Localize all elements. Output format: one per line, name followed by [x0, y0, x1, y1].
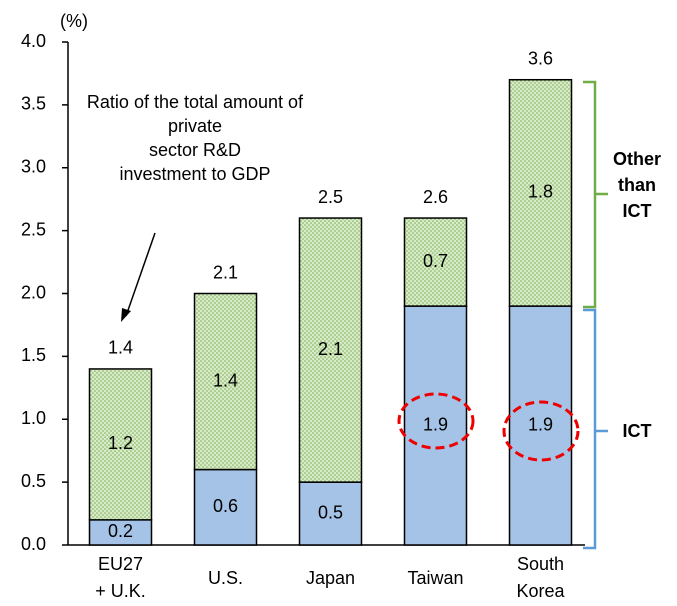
value-label: 0.7 [423, 251, 448, 271]
bar-segment [298, 217, 363, 483]
bar-segment [298, 481, 363, 546]
bar-segment [508, 305, 573, 546]
bar-segment [403, 217, 468, 307]
y-tick-label: 3.0 [21, 157, 46, 177]
value-label: 0.5 [318, 502, 343, 522]
annotation: Ratio of the total amount of private sec… [86, 92, 304, 184]
total-label: 3.6 [528, 48, 553, 68]
value-label: 2.1 [318, 339, 343, 359]
bar-segment [193, 292, 258, 471]
x-tick-label: U.S. [207, 567, 243, 588]
value-label: 0.2 [108, 521, 133, 541]
y-tick-label: 0.0 [21, 534, 46, 554]
total-label: 1.4 [108, 338, 133, 358]
legend-ict: ICT [622, 421, 652, 441]
y-tick-label: 1.0 [21, 408, 46, 428]
bar-segment [88, 368, 153, 521]
value-label: 1.9 [528, 414, 553, 434]
y-tick-label: 1.5 [21, 345, 46, 365]
highlight [397, 392, 475, 450]
total-label: 2.5 [318, 187, 343, 207]
y-tick-label: 3.5 [21, 94, 46, 114]
value-label: 1.2 [108, 433, 133, 453]
total-label: 2.1 [213, 262, 238, 282]
arrow-head [121, 308, 131, 322]
bar-segment [508, 78, 573, 307]
total-label: 2.6 [423, 187, 448, 207]
highlight [502, 400, 580, 462]
x-tick-label: EU27 + U.K. [95, 554, 146, 601]
bar-segment [193, 468, 258, 546]
bar-segment [403, 305, 468, 546]
value-label: 1.9 [423, 414, 448, 434]
bracket-other [583, 80, 608, 309]
value-label: 1.8 [528, 182, 553, 202]
y-tick-label: 4.0 [21, 31, 46, 51]
y-tick-label: 0.5 [21, 471, 46, 491]
x-tick-label: Taiwan [407, 567, 464, 588]
x-tick-label: South Korea [516, 554, 565, 601]
y-tick-label: 2.5 [21, 219, 46, 239]
legend-other: Other than ICT [612, 149, 661, 221]
value-label: 1.4 [213, 370, 238, 390]
arrow [125, 232, 156, 317]
x-tick-label: Japan [305, 567, 356, 588]
bracket-ict [583, 308, 608, 550]
y-tick-label: 2.0 [21, 282, 46, 302]
value-label: 0.6 [213, 496, 238, 516]
y-unit: (%) [60, 11, 88, 31]
